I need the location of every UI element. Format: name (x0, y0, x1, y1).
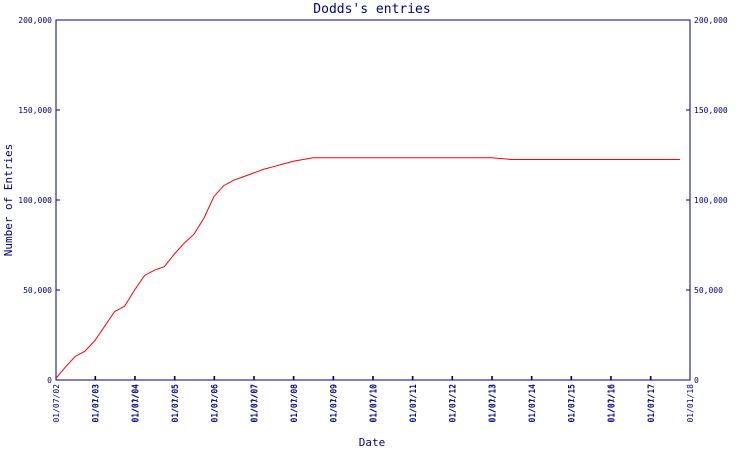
x-tick-label: 01/01/15 (567, 384, 576, 423)
right-y-tick-label: 50,000 (694, 286, 723, 295)
x-tick-label: 01/07/14 (528, 384, 537, 423)
x-tick-label: 01/07/10 (369, 384, 378, 423)
x-tick-label: 01/01/10 (369, 384, 378, 423)
x-tick-label: 01/07/07 (250, 384, 259, 423)
y-tick-label: 200,000 (18, 16, 52, 25)
x-tick-label: 01/01/05 (170, 384, 179, 423)
x-tick-label: 01/01/18 (686, 384, 695, 423)
x-tick-label: 01/07/13 (488, 384, 497, 423)
x-tick-label: 01/01/06 (210, 384, 219, 423)
x-tick-label: 01/01/08 (289, 384, 298, 423)
right-y-tick-label: 0 (694, 376, 699, 385)
x-tick-label: 01/01/13 (488, 384, 497, 423)
x-tick-label: 01/07/16 (607, 384, 616, 423)
x-tick-label: 01/01/11 (408, 384, 417, 423)
x-tick-label: 01/07/15 (568, 384, 577, 423)
x-axis-label: Date (359, 436, 386, 449)
series-layer (55, 157, 680, 379)
x-tick-label: 01/07/11 (409, 384, 418, 423)
x-tick-label: 01/01/09 (329, 384, 338, 423)
x-tick-label: 01/01/04 (131, 384, 140, 423)
x-tick-label: 01/07/12 (449, 384, 458, 423)
x-tick-label: 01/07/03 (92, 384, 101, 423)
right-y-tick-label: 150,000 (694, 106, 728, 115)
y-tick-label: 50,000 (23, 286, 52, 295)
x-tick-label: 01/07/17 (647, 384, 656, 423)
y-tick-label: 150,000 (18, 106, 52, 115)
x-tick-label: 01/01/16 (607, 384, 616, 423)
x-tick-label: 01/01/12 (448, 384, 457, 423)
x-tick-label: 01/01/07 (250, 384, 259, 423)
x-tick-label: 01/07/02 (52, 384, 61, 423)
x-tick-label: 01/01/17 (646, 384, 655, 423)
y-tick-label: 100,000 (18, 196, 52, 205)
y-tick-label: 0 (47, 376, 52, 385)
x-tick-label: 01/07/09 (330, 384, 339, 423)
chart-title: Dodds's entries (313, 2, 430, 17)
x-tick-label: 01/07/05 (171, 384, 180, 423)
right-y-tick-label: 100,000 (694, 196, 728, 205)
x-tick-label: 01/07/04 (131, 384, 140, 423)
x-tick-label: 01/07/06 (211, 384, 220, 423)
series-line (55, 157, 680, 379)
x-tick-label: 01/01/03 (91, 384, 100, 423)
y-axis-ticks: 0 0 50,000 50,000 100,000 100,000 150,000 150,0… (18, 16, 728, 385)
plot-frame (55, 19, 691, 381)
y-axis-label: Number of Entries (2, 144, 15, 257)
x-tick-label: 01/01/14 (527, 384, 536, 423)
right-y-tick-label: 200,000 (694, 16, 728, 25)
x-tick-label: 01/07/08 (290, 384, 299, 423)
